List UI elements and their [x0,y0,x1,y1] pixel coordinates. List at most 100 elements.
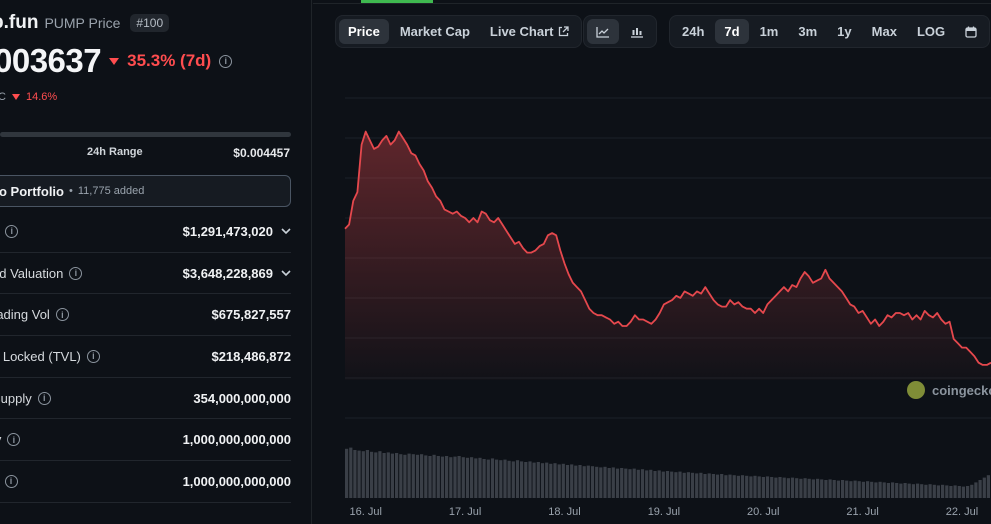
range-max[interactable]: Max [871,24,897,39]
volume-bar [911,484,915,498]
candlestick-button[interactable] [621,19,653,44]
volume-bar [703,474,707,498]
info-icon[interactable]: i [5,224,19,238]
volume-bar [861,481,865,498]
calendar-icon [965,26,977,38]
volume-bar [699,472,703,498]
log-scale-toggle[interactable]: LOG [916,24,946,39]
chevron-down-icon[interactable] [281,226,291,236]
volume-bar [832,480,836,498]
volume-bar [857,481,861,498]
volume-bar [411,454,415,498]
volume-bar [357,450,361,498]
stat-row-trading-volume: rading Vol i $675,827,557 [0,294,291,337]
volume-bar [711,474,715,498]
volume-bar [561,463,565,498]
stat-row-circulating-supply: Supplyi 354,000,000,000 [0,378,291,420]
range-24h[interactable]: 24h [682,24,705,39]
volume-bar [345,448,349,498]
volume-bar [407,453,411,498]
stats-table: pi $1,291,473,020 ed Valuation i $3,648,2… [0,211,291,503]
stat-row-fdv[interactable]: ed Valuation i $3,648,228,869 [0,253,291,295]
volume-bar [432,454,436,498]
info-icon[interactable]: i [69,266,83,280]
range-3m[interactable]: 3m [798,24,818,39]
volume-bar [978,480,982,498]
volume-bar [574,465,578,498]
range-1m[interactable]: 1m [759,24,779,39]
volume-bar [415,454,420,498]
info-icon[interactable]: i [4,474,18,488]
line-chart-button[interactable] [587,19,619,44]
x-tick-label: 17. Jul [449,506,481,518]
volume-bar [540,463,545,498]
stat-row-market-cap[interactable]: pi $1,291,473,020 [0,211,291,253]
range-7d[interactable]: 7d [715,19,749,44]
volume-bar [532,462,536,498]
volume-bar [882,482,886,498]
volume-bar [478,457,482,498]
info-icon[interactable]: i [55,308,69,322]
volume-bar [740,475,745,498]
volume-bar [365,450,369,498]
volume-bar [828,479,832,498]
stat-label: e Locked (TVL) [0,348,81,364]
down-triangle-icon [11,94,20,100]
volume-bar [603,466,607,498]
volume-bar [370,451,374,498]
volume-bar [795,478,799,498]
btc-change: 14.6% [25,91,58,103]
volume-bar [820,479,824,498]
volume-bar [803,478,807,498]
coingecko-logo-icon [907,381,925,399]
volume-bar [632,468,636,498]
volume-bar [874,482,878,498]
volume-bar [966,486,970,498]
chart-panel: Price Market Cap Live Chart [313,0,991,524]
info-icon[interactable]: i [37,391,51,405]
info-icon[interactable]: i [219,54,233,68]
volume-bar [445,456,449,498]
rank-badge: #100 [130,14,170,32]
volume-bar [465,457,470,498]
price-chart[interactable]: 16. Jul 17. Jul 18. Jul 19. Jul 20. Jul 21. J… [313,60,991,524]
volume-bar [970,484,974,498]
volume-bar [949,486,953,498]
btc-price-row: C 14.6% [0,91,57,103]
coin-info-panel: p.fun PUMP Price #100 003637 35.3% (7d) … [0,0,312,524]
date-picker-button[interactable] [956,19,986,44]
volume-bar [507,460,511,498]
candlestick-icon [631,27,643,38]
volume-bar [495,459,499,498]
range-1y[interactable]: 1y [837,24,852,39]
volume-bar [824,480,828,498]
volume-bar [378,451,382,498]
volume-bar [661,471,665,498]
stat-label: Supply [0,390,32,406]
info-icon[interactable]: i [7,433,21,447]
volume-bar [745,475,749,498]
volume-bar [353,450,357,498]
watermark-text: coingecko [932,382,991,398]
volume-bar [628,469,632,498]
volume-bar [395,453,399,498]
add-to-portfolio-button[interactable]: o Portfolio • 11,775 added [0,175,291,207]
volume-bar [799,478,803,498]
view-tab-group: Price Market Cap Live Chart [335,15,583,48]
tab-live-chart[interactable]: Live Chart [481,19,579,44]
volume-bar [515,460,520,498]
tab-price[interactable]: Price [339,19,389,44]
stat-value: $3,648,228,869 [182,265,273,281]
x-tick-label: 16. Jul [349,506,381,518]
info-icon[interactable]: i [86,349,100,363]
volume-bar [511,461,515,498]
current-price: 003637 [0,42,102,79]
stat-label: ly [0,432,1,447]
volume-bar [761,477,765,498]
down-triangle-icon [109,57,120,65]
chevron-down-icon[interactable] [281,268,291,278]
tab-market-cap[interactable]: Market Cap [399,24,470,39]
volume-bar [482,459,486,498]
volume-bar [440,456,445,498]
stat-value: 1,000,000,000,000 [182,473,291,489]
